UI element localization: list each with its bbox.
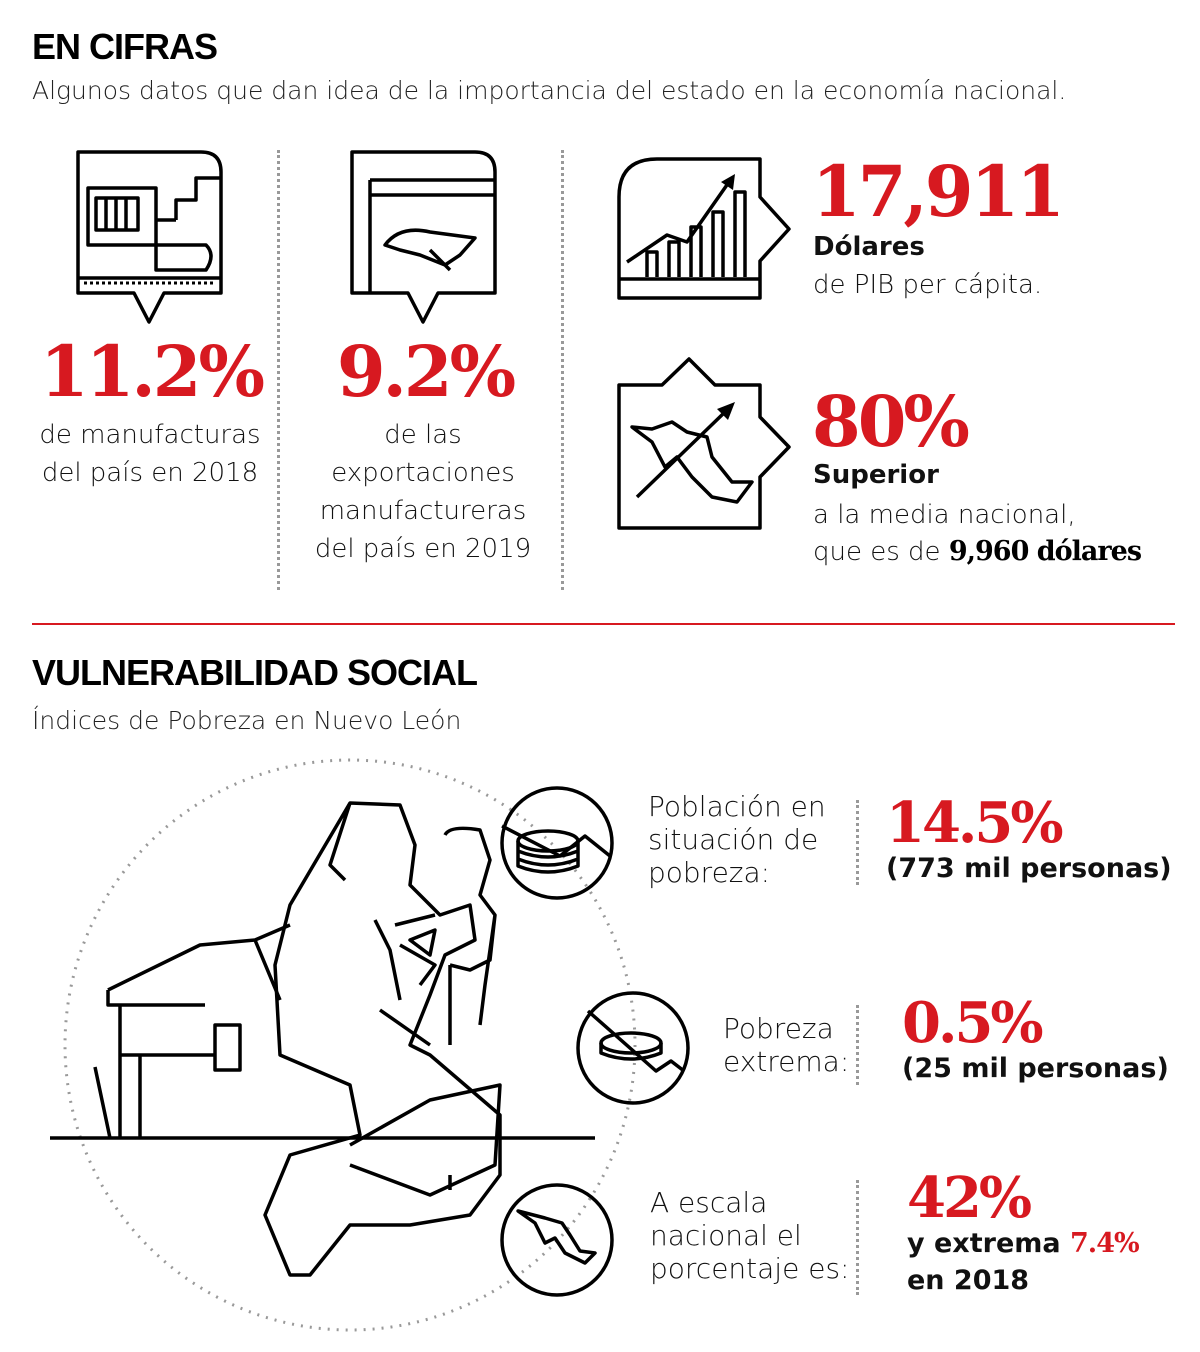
- desc-prefix: que es de: [813, 537, 949, 567]
- label-line: pobreza:: [648, 856, 771, 889]
- coin-stack-icon: [500, 786, 614, 900]
- desc-line: exportaciones: [331, 458, 515, 488]
- value-manufacturas: 11.2%: [40, 330, 265, 413]
- label-superior: Superior: [813, 460, 939, 490]
- desc-superior-2: que es de 9,960 dólares: [813, 533, 1142, 571]
- label-line: Pobreza: [723, 1012, 834, 1045]
- eagle-screen-icon: [350, 150, 497, 324]
- section-divider: [32, 623, 1175, 625]
- label-pobreza: Población en situación de pobreza:: [648, 790, 826, 889]
- value-superior: 80%: [812, 380, 970, 463]
- desc-superior-1: a la media nacional,: [813, 500, 1076, 530]
- extrema-nacional-value: 7.4%: [1070, 1228, 1140, 1259]
- mexico-map-icon: [500, 1183, 614, 1297]
- single-coin-icon: [576, 991, 690, 1105]
- factory-icon: [76, 150, 223, 324]
- label-line: situación de: [648, 823, 819, 856]
- desc-line: del país en 2019: [314, 534, 532, 564]
- media-nacional-value: 9,960 dólares: [948, 536, 1142, 567]
- detail-nacional: y extrema 7.4%: [907, 1228, 1140, 1259]
- desc-manufacturas: de manufacturas del país en 2018: [30, 416, 270, 492]
- desc-line: de manufacturas: [39, 420, 261, 450]
- detail-year: en 2018: [907, 1265, 1030, 1296]
- section-title-cifras: EN CIFRAS: [32, 26, 218, 67]
- label-pib: Dólares: [813, 232, 925, 262]
- desc-line: manufactureras: [319, 496, 527, 526]
- divider: [856, 800, 859, 885]
- label-extrema: Pobreza extrema:: [723, 1012, 849, 1078]
- section-subtitle-vulnerabilidad: Índices de Pobreza en Nuevo León: [32, 706, 462, 735]
- value-extrema: 0.5%: [902, 990, 1044, 1056]
- label-nacional: A escala nacional el porcentaje es:: [650, 1186, 849, 1285]
- label-line: A escala: [650, 1186, 768, 1219]
- divider: [856, 1005, 859, 1085]
- label-line: porcentaje es:: [650, 1252, 850, 1285]
- label-line: nacional el: [650, 1219, 802, 1252]
- label-line: extrema:: [723, 1045, 850, 1078]
- divider: [856, 1180, 859, 1295]
- family-illustration: [50, 758, 637, 1332]
- growth-chart-icon: [617, 157, 791, 300]
- detail-extrema: (25 mil personas): [902, 1053, 1169, 1084]
- divider: [277, 150, 280, 590]
- desc-line: de las: [384, 420, 462, 450]
- desc-exportaciones: de las exportaciones manufactureras del …: [303, 416, 543, 568]
- desc-line: del país en 2018: [41, 458, 259, 488]
- detail-prefix: y extrema: [907, 1228, 1071, 1259]
- divider: [561, 150, 564, 590]
- section-title-vulnerabilidad: VULNERABILIDAD SOCIAL: [32, 652, 478, 693]
- value-pib: 17,911: [812, 150, 1065, 233]
- mexico-map-arrow-icon: [617, 357, 791, 530]
- section-subtitle-cifras: Algunos datos que dan idea de la importa…: [32, 76, 1067, 105]
- detail-pobreza: (773 mil personas): [886, 853, 1172, 884]
- desc-pib: de PIB per cápita.: [813, 270, 1043, 300]
- value-exportaciones: 9.2%: [336, 330, 516, 413]
- value-pobreza: 14.5%: [886, 790, 1064, 856]
- label-line: Población en: [648, 790, 826, 823]
- value-nacional: 42%: [907, 1165, 1032, 1231]
